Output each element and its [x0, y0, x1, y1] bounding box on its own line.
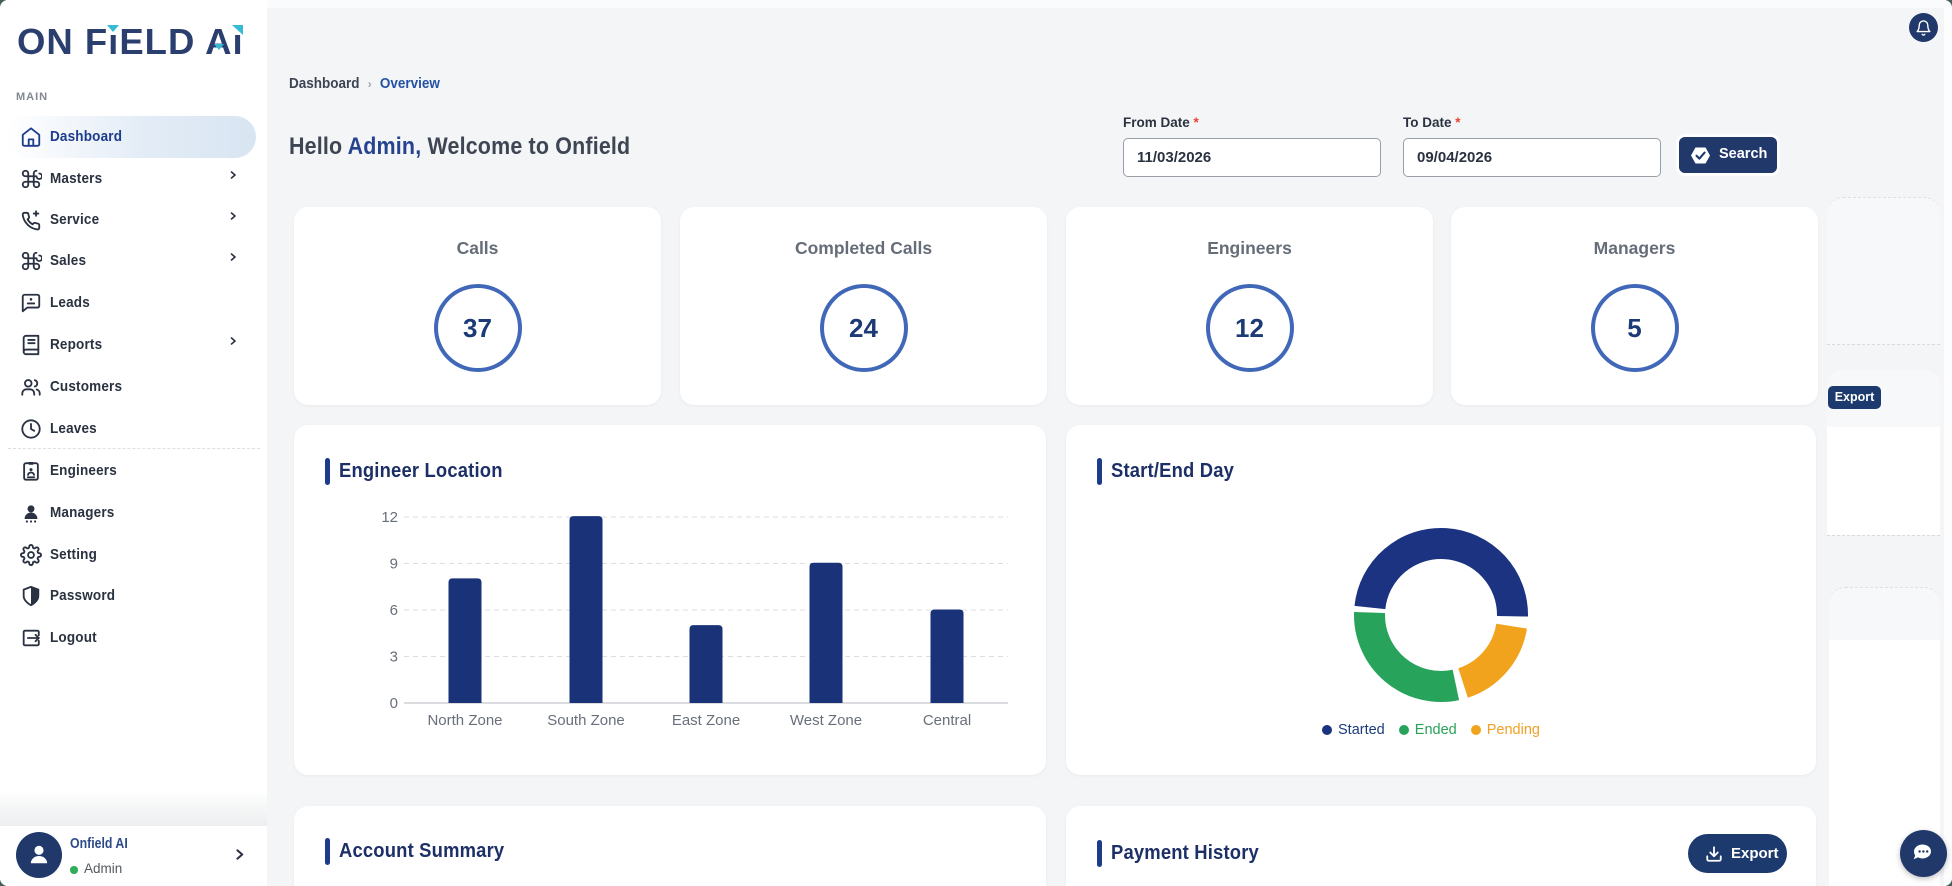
svg-text:Central: Central: [923, 712, 971, 729]
svg-text:ON FıELD Aı: ON FıELD Aı: [17, 21, 244, 62]
svg-text:West Zone: West Zone: [790, 712, 862, 729]
svg-text:12: 12: [381, 509, 398, 526]
svg-text:3: 3: [390, 649, 398, 666]
svg-text:South Zone: South Zone: [547, 712, 625, 729]
svg-text:9: 9: [390, 556, 398, 573]
svg-text:East Zone: East Zone: [672, 712, 740, 729]
svg-text:6: 6: [390, 602, 398, 619]
svg-text:0: 0: [390, 695, 398, 712]
svg-text:North Zone: North Zone: [427, 712, 502, 729]
